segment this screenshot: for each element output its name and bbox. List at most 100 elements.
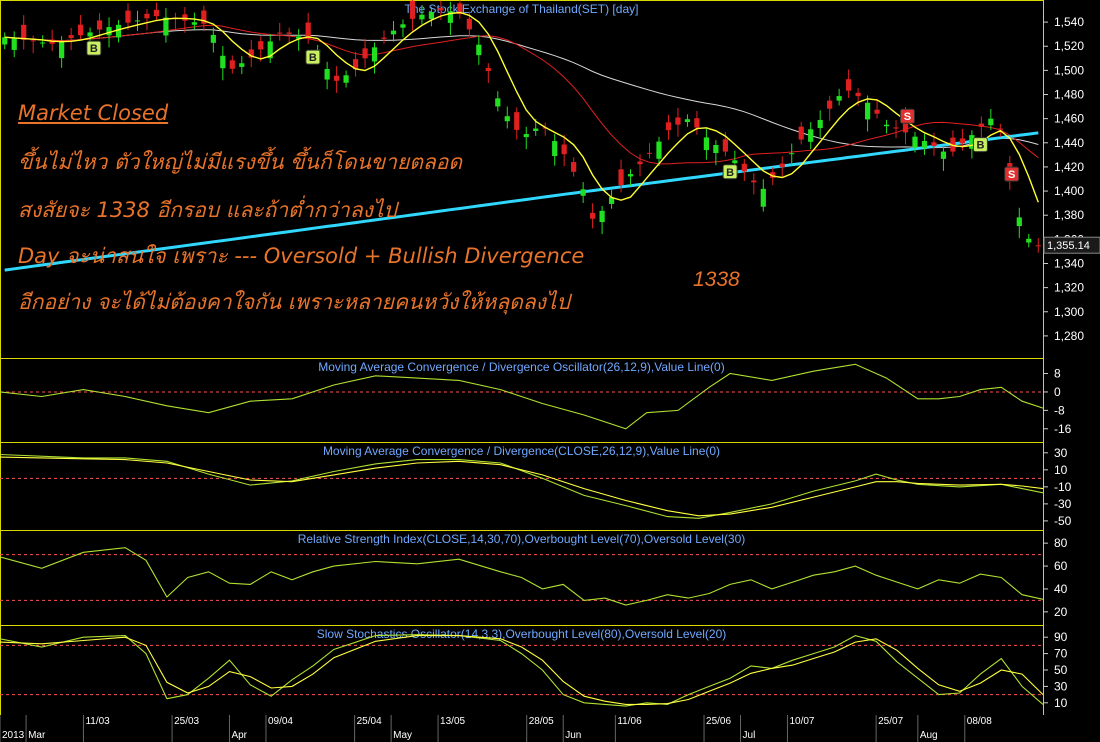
candle-body xyxy=(305,22,311,39)
candle-body xyxy=(703,137,710,151)
candle-body xyxy=(722,139,728,152)
candle-body xyxy=(466,18,472,30)
candle-body xyxy=(409,0,416,19)
candle-body xyxy=(277,32,283,34)
candle-body xyxy=(684,119,691,123)
candle-body xyxy=(286,32,292,34)
x-tick-label: Aug xyxy=(920,730,938,741)
candle-body xyxy=(864,102,871,120)
signal-box xyxy=(86,40,102,56)
signal-label: S xyxy=(904,111,911,123)
x-tick-label: 2013 xyxy=(2,730,25,741)
candle-body xyxy=(637,161,643,165)
signal-box xyxy=(305,49,321,65)
candle-body xyxy=(514,112,520,130)
candle-body xyxy=(40,42,46,44)
candle-body xyxy=(646,152,653,154)
candle-body xyxy=(874,109,880,114)
signal-box xyxy=(899,108,915,124)
candle-body xyxy=(400,24,406,28)
candle-body xyxy=(343,75,349,83)
y-tick-label: -10 xyxy=(1054,480,1072,494)
x-tick-label: 28/05 xyxy=(529,716,554,727)
candle-body xyxy=(627,174,634,177)
annotation-line-3: Day จะน่าสนใจ เพราะ --- Oversold + Bulli… xyxy=(18,244,585,268)
y-tick-label: 60 xyxy=(1054,559,1068,573)
signal-buy-0: B xyxy=(86,40,102,56)
y-tick-label: 1,460 xyxy=(1054,112,1084,126)
candle-body xyxy=(855,92,861,97)
y-tick-label: 1,480 xyxy=(1054,88,1084,102)
candle-body xyxy=(201,10,207,24)
signal-buy-2: B xyxy=(722,164,738,180)
y-tick-label: -30 xyxy=(1054,497,1072,511)
candle-body xyxy=(523,134,529,138)
x-tick-label: 13/05 xyxy=(440,716,465,727)
x-tick-label: 25/07 xyxy=(878,716,903,727)
last-price-box xyxy=(1043,236,1100,254)
candle-body xyxy=(163,17,169,36)
candle-body xyxy=(2,37,8,45)
x-tick-label: 11/03 xyxy=(85,716,110,727)
candle-body xyxy=(296,36,302,39)
y-tick-label: 0 xyxy=(1054,385,1061,399)
signal-sell-5: S xyxy=(1004,166,1020,182)
candle-body xyxy=(504,116,510,122)
candle-body xyxy=(675,117,681,125)
candle-body xyxy=(827,100,833,109)
indicator-series-3-0 xyxy=(0,547,1044,606)
candle-body xyxy=(390,30,397,35)
candle-body xyxy=(599,210,605,223)
y-tick-label: 80 xyxy=(1054,536,1068,550)
candle-body xyxy=(1016,217,1022,227)
indicator-series-2-0 xyxy=(0,453,1044,519)
y-tick-label: 1,300 xyxy=(1054,305,1084,319)
x-tick-label: Jun xyxy=(565,730,581,741)
y-tick-label: 20 xyxy=(1054,605,1068,619)
candle-body xyxy=(751,180,757,183)
candle-body xyxy=(931,142,937,147)
annotation-line-1: ขึ้นไม่ไหว ตัวใหญ่ไม่มีแรงขึ้น ขึ้นก็โดน… xyxy=(18,150,463,174)
candle-body xyxy=(352,59,359,70)
y-tick-label: 10 xyxy=(1054,463,1068,477)
candle-body xyxy=(239,63,245,67)
candle-body xyxy=(220,55,226,69)
candle-body xyxy=(106,27,112,36)
x-tick-label: 10/07 xyxy=(789,716,814,727)
candle-body xyxy=(182,14,188,21)
y-tick-label: -50 xyxy=(1054,514,1072,528)
candle-body xyxy=(333,75,340,81)
candle-body xyxy=(457,3,463,14)
candle-body xyxy=(324,69,330,80)
annotation-line-2: สงสัยจะ 1338 อีกรอบ และถ้าต่ำกว่าลงไป xyxy=(18,198,397,222)
candle-body xyxy=(125,10,131,23)
candle-body xyxy=(997,128,1003,130)
ma-long-line xyxy=(4,131,1039,272)
candle-body xyxy=(77,24,84,36)
x-tick-label: 09/04 xyxy=(268,716,293,727)
x-axis-band xyxy=(0,715,1100,742)
candle-body xyxy=(362,48,368,59)
indicator-series-4-1 xyxy=(0,635,1044,705)
candle-body xyxy=(495,98,501,107)
candle-body xyxy=(419,14,425,20)
candle-body xyxy=(959,138,966,144)
candle-body xyxy=(258,41,264,50)
y-tick-label: 40 xyxy=(1054,582,1068,596)
candle-body xyxy=(552,141,558,156)
candle-body xyxy=(912,136,918,148)
x-tick-label: 25/04 xyxy=(357,716,382,727)
candle-body xyxy=(770,172,776,178)
signal-label: B xyxy=(976,140,984,152)
signal-buy-1: B xyxy=(305,49,321,65)
y-tick-label: -8 xyxy=(1054,403,1065,417)
y-tick-label: 8 xyxy=(1054,367,1061,381)
candle-body xyxy=(1035,245,1041,247)
indicator-series-4-0 xyxy=(0,634,1044,707)
y-tick-label: 1,320 xyxy=(1054,281,1084,295)
candle-body xyxy=(115,24,122,38)
candle-body xyxy=(760,188,766,207)
candle-body xyxy=(30,40,36,42)
y-tick-label: 1,380 xyxy=(1054,208,1084,222)
x-tick-label: 25/03 xyxy=(174,716,199,727)
